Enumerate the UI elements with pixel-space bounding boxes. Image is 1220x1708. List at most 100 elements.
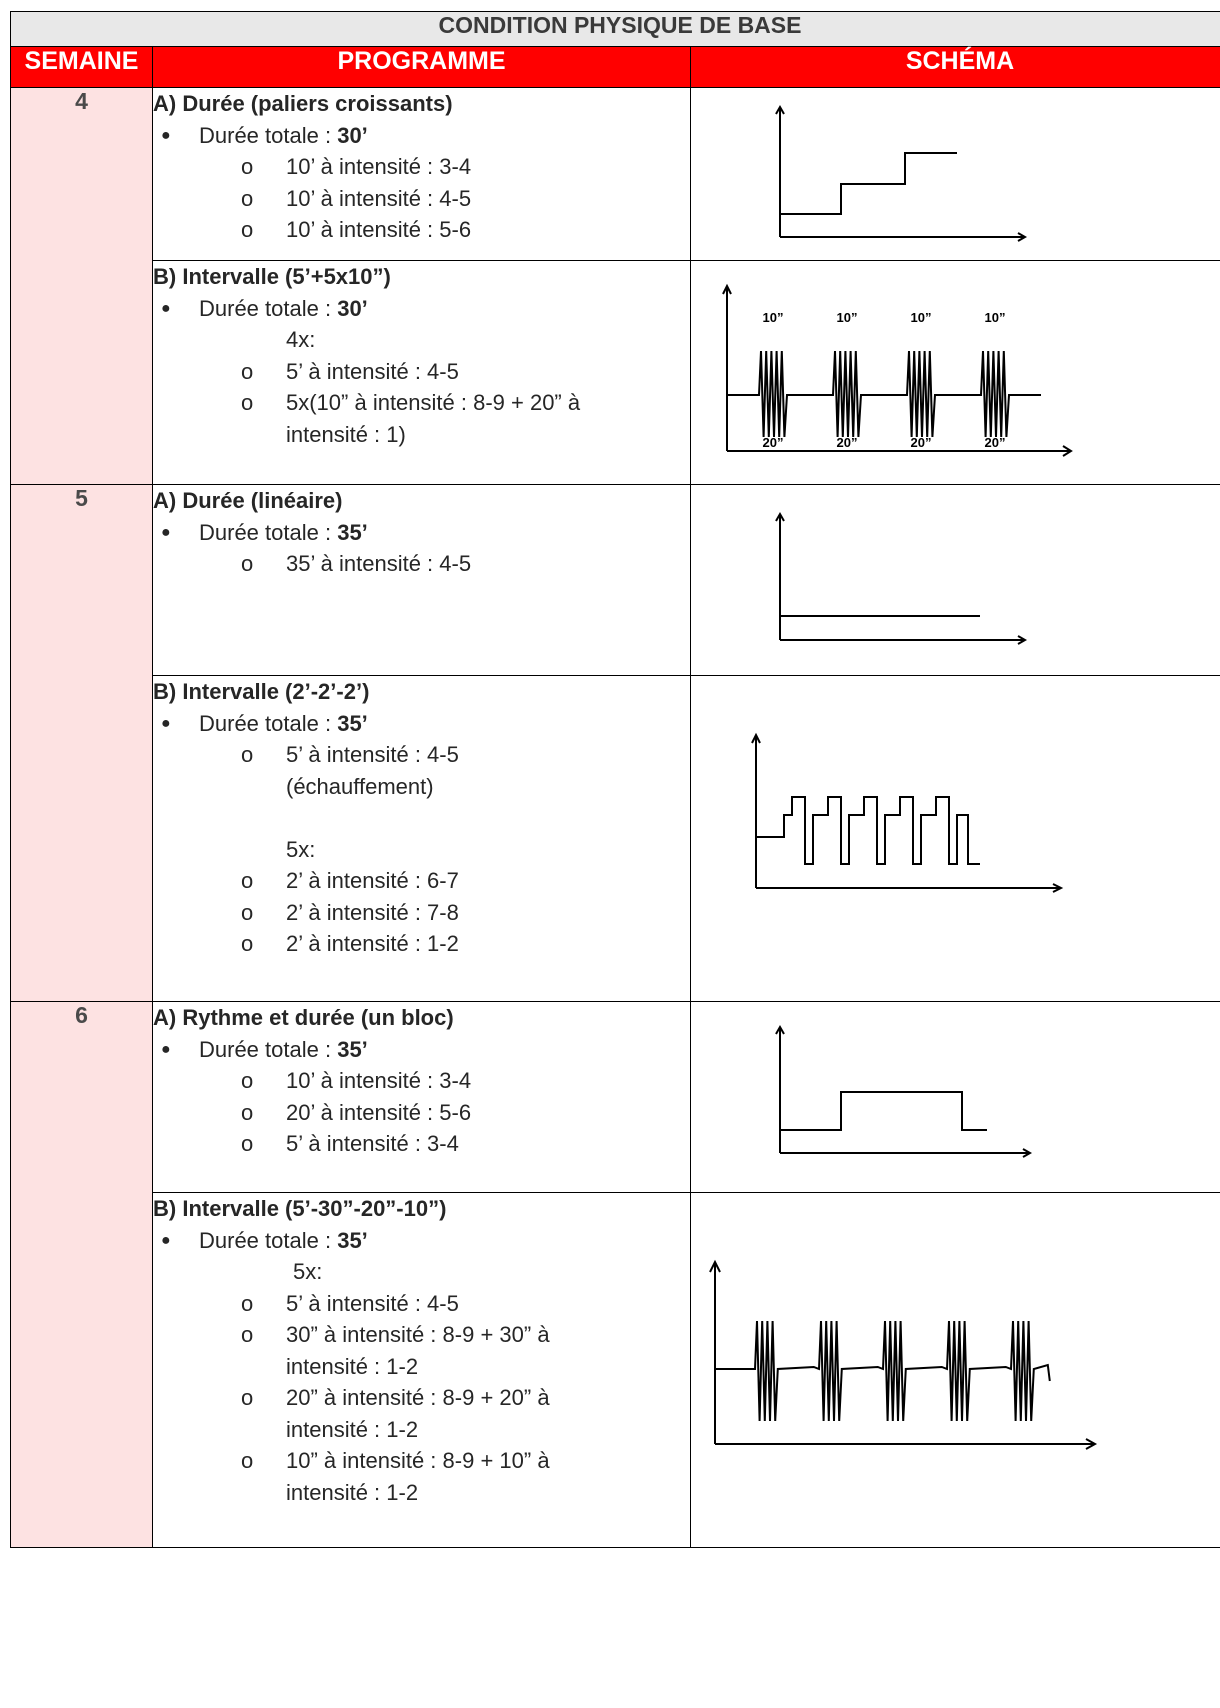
week-number: 4 — [10, 87, 153, 485]
x-axis-arrow-icon — [1062, 445, 1073, 457]
circle-bullet-icon: o — [241, 1290, 254, 1316]
header-schema: SCHÉMA — [690, 46, 1220, 88]
interval-top-label: 10” — [763, 310, 784, 325]
x-axis-arrow-icon — [1017, 635, 1028, 645]
table-row: 4 A) Durée (paliers croissants) ● Durée t… — [10, 87, 1220, 485]
table-row: B) Intervalle (2’-2’-2’) ● Durée totale :… — [11, 675, 1220, 1002]
circle-bullet-icon: o — [241, 358, 254, 384]
circle-bullet-icon: o — [241, 1068, 254, 1093]
y-axis-arrow-icon — [722, 283, 732, 295]
interval-2-2-2-diagram — [751, 732, 1064, 893]
schema-cell — [690, 1001, 1220, 1193]
interval-5-30-20-10-diagram — [709, 1259, 1098, 1450]
stepped-intensity-diagram — [775, 104, 1028, 242]
list-item: o 30” à intensité : 8-9 + 30” à — [153, 1319, 690, 1351]
session-title: A) Durée (paliers croissants) — [153, 91, 453, 116]
interval-bottom-label: 20” — [763, 435, 784, 450]
table-row: B) Intervalle (5’+5x10”) ● Durée totale :… — [11, 260, 1220, 485]
bullet-icon: ● — [161, 126, 171, 144]
list-item: ● Durée totale : 30’ — [153, 120, 690, 152]
session-title: B) Intervalle (5’-30”-20”-10”) — [153, 1196, 447, 1221]
circle-bullet-icon: o — [241, 217, 254, 242]
repeat-count: 4x: — [286, 327, 316, 352]
intensity-zigzag — [727, 350, 1041, 438]
intensity-intervals — [756, 796, 980, 865]
header-programme: PROGRAMME — [152, 46, 691, 88]
bullet-icon: ● — [161, 299, 171, 317]
interval-bottom-label: 20” — [985, 435, 1006, 450]
list-item: o 2’ à intensité : 1-2 — [153, 928, 690, 960]
table-row: 6 A) Rythme et durée (un bloc) ● Durée to… — [10, 1001, 1220, 1548]
circle-bullet-icon: o — [241, 1322, 254, 1347]
list-item: o 5’ à intensité : 4-5 — [153, 356, 690, 388]
interval-top-label: 10” — [985, 310, 1006, 325]
linear-intensity-diagram — [775, 511, 1028, 645]
list-item: o 10’ à intensité : 4-5 — [153, 183, 690, 215]
list-item: o 5x(10” à intensité : 8-9 + 20” à — [153, 387, 690, 419]
bullet-icon: ● — [161, 523, 171, 541]
list-item: ● Durée totale : 30’ — [153, 293, 690, 325]
session-title: B) Intervalle (2’-2’-2’) — [153, 679, 370, 704]
schema-cell: 10” 20” 10” 20” 10” 20” 10” 20” — [690, 260, 1220, 485]
y-axis-arrow-icon — [751, 732, 761, 744]
list-item: ● Durée totale : 35’ — [153, 708, 690, 740]
session-title: A) Rythme et durée (un bloc) — [153, 1005, 454, 1030]
list-item: o 10’ à intensité : 3-4 — [153, 1065, 690, 1097]
interval-bottom-label: 20” — [837, 435, 858, 450]
x-axis-arrow-icon — [1085, 1438, 1098, 1450]
list-item: o 20’ à intensité : 5-6 — [153, 1097, 690, 1129]
circle-bullet-icon: o — [241, 551, 254, 576]
block-intensity-diagram — [775, 1024, 1033, 1158]
list-item: o 10” à intensité : 8-9 + 10” à — [153, 1445, 690, 1477]
list-item: o 10’ à intensité : 5-6 — [153, 214, 690, 246]
circle-bullet-icon: o — [241, 931, 254, 956]
list-item-continuation: intensité : 1) — [286, 421, 406, 447]
interval-bottom-label: 20” — [911, 435, 932, 450]
session-program: B) Intervalle (5’-30”-20”-10”) ● Durée to… — [152, 1192, 691, 1548]
table-row: B) Intervalle (5’-30”-20”-10”) ● Durée to… — [11, 1192, 1220, 1548]
schema-cell — [690, 675, 1220, 1002]
schema-cell — [690, 484, 1220, 676]
session-program: A) Rythme et durée (un bloc) ● Durée tota… — [152, 1001, 691, 1193]
repeat-count: 5x: — [293, 1259, 323, 1284]
week-number: 6 — [10, 1001, 153, 1548]
list-item: o 5’ à intensité : 4-5 — [153, 739, 690, 771]
list-item: ● Durée totale : 35’ — [153, 1225, 690, 1257]
schema-cell — [690, 87, 1220, 261]
interval-10s-20s-diagram: 10” 20” 10” 20” 10” 20” 10” 20” — [722, 283, 1073, 457]
session-program: B) Intervalle (2’-2’-2’) ● Durée totale :… — [152, 675, 691, 1002]
circle-bullet-icon: o — [241, 899, 254, 925]
list-item-continuation: (échauffement) — [286, 773, 434, 799]
week-number: 5 — [10, 484, 153, 1002]
schema-cell — [690, 1192, 1220, 1548]
circle-bullet-icon: o — [241, 185, 254, 211]
list-item: o 20” à intensité : 8-9 + 20” à — [153, 1382, 690, 1414]
list-item-continuation: intensité : 1-2 — [286, 1479, 419, 1505]
list-item: o 10’ à intensité : 3-4 — [153, 151, 690, 183]
intensity-zigzag — [715, 1320, 1051, 1422]
bullet-icon: ● — [161, 714, 171, 732]
table-row: 5 A) Durée (linéaire) ● Durée totale : 35… — [10, 484, 1220, 1002]
list-item: ● Durée totale : 35’ — [153, 517, 690, 549]
circle-bullet-icon: o — [241, 868, 254, 893]
session-program: A) Durée (paliers croissants) ● Durée tot… — [152, 87, 691, 261]
training-table: CONDITION PHYSIQUE DE BASE SEMAINE PROGR… — [10, 11, 1220, 1548]
y-axis-arrow-icon — [709, 1259, 721, 1273]
y-axis-arrow-icon — [775, 511, 785, 522]
circle-bullet-icon: o — [241, 1099, 254, 1125]
intensity-steps — [780, 152, 957, 215]
list-item: o 5’ à intensité : 4-5 — [153, 1288, 690, 1320]
x-axis-arrow-icon — [1022, 1148, 1033, 1158]
circle-bullet-icon: o — [241, 1385, 254, 1410]
list-item: o 2’ à intensité : 6-7 — [153, 865, 690, 897]
header-semaine: SEMAINE — [10, 46, 153, 88]
session-title: A) Durée (linéaire) — [153, 488, 343, 513]
list-item: ● Durée totale : 35’ — [153, 1034, 690, 1066]
circle-bullet-icon: o — [241, 1131, 254, 1156]
list-item-continuation: intensité : 1-2 — [286, 1353, 419, 1379]
list-item: o 5’ à intensité : 3-4 — [153, 1128, 690, 1160]
repeat-count: 5x: — [286, 836, 316, 862]
table-title: CONDITION PHYSIQUE DE BASE — [10, 11, 1220, 47]
session-title: B) Intervalle (5’+5x10”) — [153, 264, 391, 289]
